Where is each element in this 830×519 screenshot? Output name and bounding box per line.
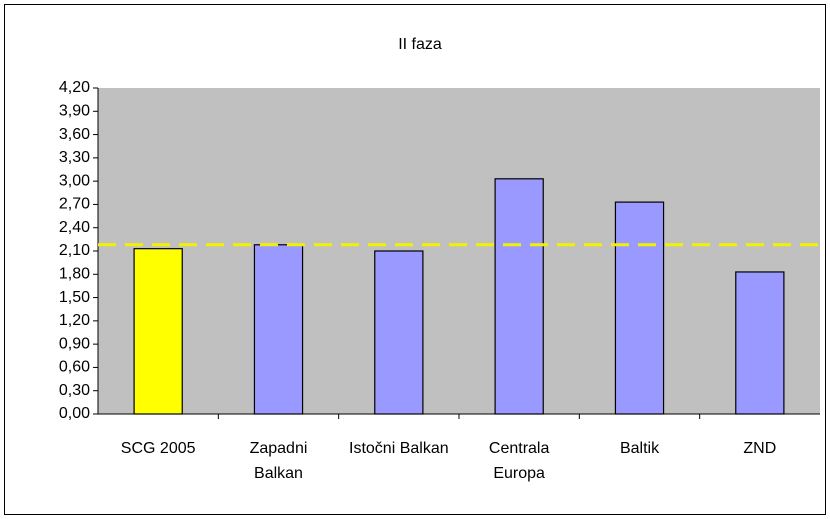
y-tick-label: 1,50: [59, 289, 90, 306]
bar: [614, 201, 665, 415]
x-tick-label: Centrala Europa: [488, 440, 550, 482]
y-tick-label: 4,20: [59, 79, 90, 96]
bar: [494, 178, 544, 415]
bar: [133, 248, 183, 415]
y-tick-label: 0,30: [59, 382, 90, 399]
y-tick-label: 0,60: [59, 359, 90, 376]
x-tick-label: Istočni Balkan: [349, 440, 449, 457]
bar: [374, 250, 424, 415]
y-tick-label: 3,90: [59, 103, 90, 120]
bar: [735, 271, 785, 415]
y-tick-label: 3,60: [59, 126, 90, 143]
y-tick-label: 2,40: [59, 219, 90, 236]
x-tick-label: SCG 2005: [120, 440, 196, 457]
plot-area: [98, 88, 820, 414]
y-tick-label: 0,90: [59, 335, 90, 352]
x-tick-label: Baltik: [619, 440, 660, 457]
y-tick-label: 1,80: [59, 266, 90, 283]
chart-title: II faza: [398, 36, 442, 53]
x-tick-label: ZND: [743, 440, 777, 457]
x-tick-label: Zapadni Balkan: [249, 440, 308, 482]
y-tick-label: 1,20: [59, 312, 90, 329]
y-tick-label: 2,10: [59, 242, 90, 259]
y-tick-label: 0,00: [59, 405, 90, 422]
y-tick-label: 3,30: [59, 149, 90, 166]
y-tick-label: 3,00: [59, 172, 90, 189]
bar: [253, 244, 304, 415]
y-tick-label: 2,70: [59, 196, 90, 213]
